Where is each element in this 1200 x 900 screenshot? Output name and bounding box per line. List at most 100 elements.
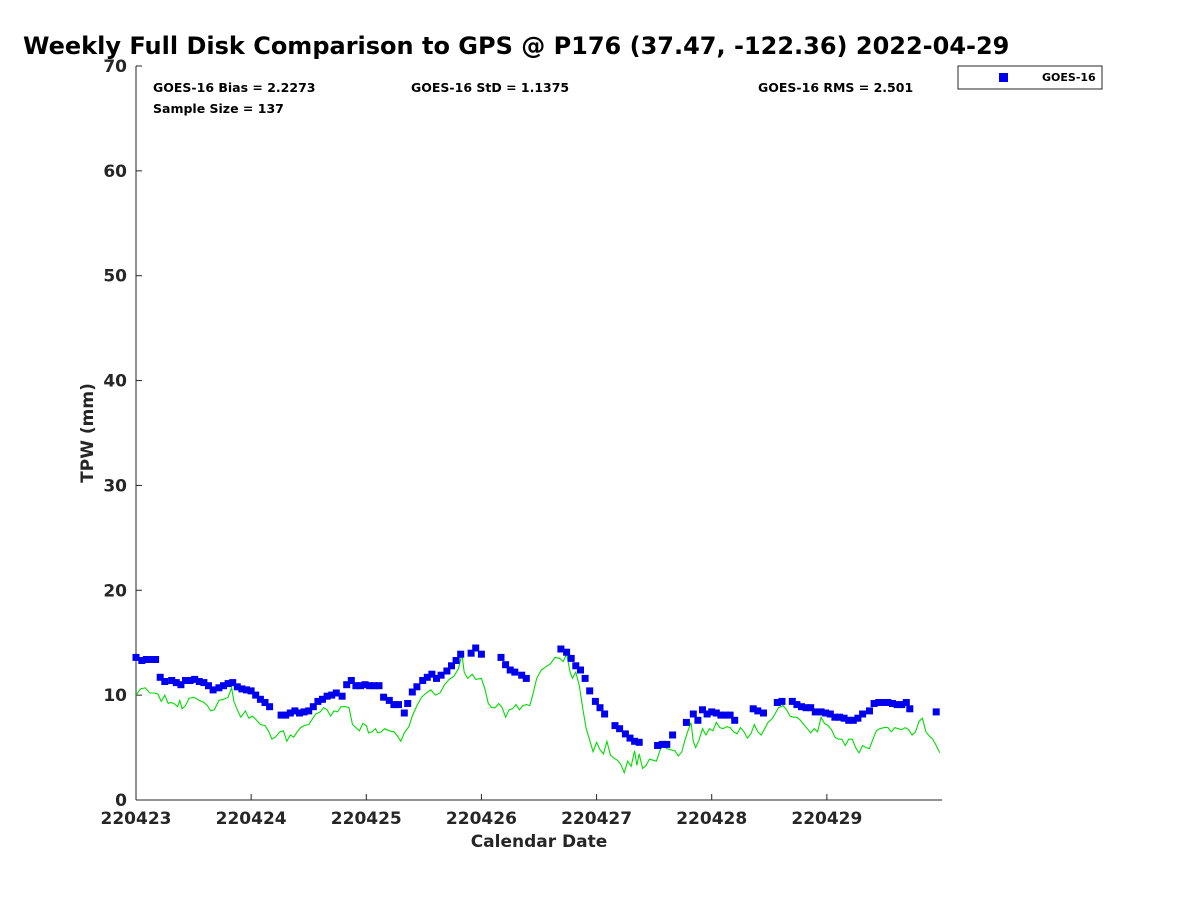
data-point-goes16 xyxy=(866,707,873,715)
data-point-goes16 xyxy=(870,700,878,707)
data-point-goes16 xyxy=(233,683,241,691)
data-point-goes16 xyxy=(731,716,739,724)
data-point-goes16 xyxy=(296,709,303,717)
data-point-goes16 xyxy=(238,685,246,693)
data-point-goes16 xyxy=(557,645,565,653)
data-point-goes16 xyxy=(277,711,285,719)
data-point-goes16 xyxy=(932,708,940,716)
data-point-goes16 xyxy=(822,709,830,717)
data-point-goes16 xyxy=(323,692,331,700)
data-point-goes16 xyxy=(229,679,237,687)
data-point-goes16 xyxy=(452,657,460,664)
data-point-goes16 xyxy=(875,699,883,706)
data-point-goes16 xyxy=(419,677,427,684)
data-point-goes16 xyxy=(220,682,227,690)
series-line-gps xyxy=(135,652,941,775)
legend-label-goes16: GOES-16 xyxy=(1042,71,1096,84)
data-point-goes16 xyxy=(205,682,212,690)
data-point-goes16 xyxy=(305,707,313,715)
data-point-goes16 xyxy=(708,708,716,716)
data-point-goes16 xyxy=(156,673,164,681)
data-point-goes16 xyxy=(352,682,360,690)
data-point-goes16 xyxy=(357,682,364,690)
data-point-goes16 xyxy=(703,710,711,718)
data-point-goes16 xyxy=(286,709,294,717)
data-point-goes16 xyxy=(314,697,322,705)
data-point-goes16 xyxy=(168,677,176,684)
data-point-goes16 xyxy=(712,709,720,717)
data-point-goes16 xyxy=(658,740,666,748)
data-point-goes16 xyxy=(902,699,910,706)
data-point-goes16 xyxy=(328,691,336,699)
data-point-goes16 xyxy=(243,686,250,694)
data-point-goes16 xyxy=(689,710,697,718)
y-tick-label: 60 xyxy=(103,162,127,182)
data-point-goes16 xyxy=(577,666,584,674)
data-point-goes16 xyxy=(893,701,901,709)
y-tick-label: 50 xyxy=(103,267,127,287)
data-point-goes16 xyxy=(338,692,346,700)
data-point-goes16 xyxy=(152,656,160,663)
data-point-goes16 xyxy=(209,686,217,694)
data-point-goes16 xyxy=(889,700,896,707)
data-point-goes16 xyxy=(682,718,690,726)
data-point-goes16 xyxy=(300,708,308,716)
data-point-goes16 xyxy=(694,716,702,724)
data-point-goes16 xyxy=(611,722,619,730)
y-tick-label: 30 xyxy=(103,476,127,496)
data-point-goes16 xyxy=(472,644,480,652)
y-tick-label: 10 xyxy=(103,686,127,706)
data-point-goes16 xyxy=(191,675,199,683)
legend: GOES-16 xyxy=(957,65,1103,90)
data-point-goes16 xyxy=(375,682,383,690)
data-point-goes16 xyxy=(195,678,203,685)
data-point-goes16 xyxy=(621,730,629,738)
data-point-goes16 xyxy=(252,691,260,699)
data-point-goes16 xyxy=(343,681,351,689)
chart-title: Weekly Full Disk Comparison to GPS @ P17… xyxy=(23,32,1009,60)
data-point-goes16 xyxy=(591,697,599,705)
data-point-goes16 xyxy=(366,682,374,690)
data-point-goes16 xyxy=(380,693,388,701)
data-point-goes16 xyxy=(596,704,604,712)
data-point-goes16 xyxy=(319,695,326,703)
legend-marker-goes16 xyxy=(999,73,1008,82)
data-point-goes16 xyxy=(142,656,150,663)
data-point-goes16 xyxy=(567,654,575,662)
data-point-goes16 xyxy=(457,650,465,658)
x-ticks: 220423 220424 220425 220426 220427 220428 2204… xyxy=(101,794,862,829)
data-point-goes16 xyxy=(773,699,781,706)
data-point-goes16 xyxy=(177,681,185,689)
stat-rms: GOES-16 RMS = 2.501 xyxy=(758,80,913,95)
data-point-goes16 xyxy=(433,674,440,682)
data-point-goes16 xyxy=(717,711,725,719)
x-tick-label: 220423 xyxy=(101,809,172,829)
data-point-goes16 xyxy=(215,684,223,692)
data-point-goes16 xyxy=(749,705,757,713)
series-layer xyxy=(132,644,941,775)
data-point-goes16 xyxy=(522,674,530,682)
data-point-goes16 xyxy=(793,701,801,709)
data-point-goes16 xyxy=(200,679,208,687)
data-point-goes16 xyxy=(506,666,514,674)
data-point-goes16 xyxy=(906,705,914,713)
stat-sample-size: Sample Size = 137 xyxy=(153,101,284,116)
data-point-goes16 xyxy=(437,671,445,679)
plot-background xyxy=(136,66,942,800)
data-point-goes16 xyxy=(172,679,180,687)
data-point-goes16 xyxy=(572,662,580,670)
data-point-goes16 xyxy=(616,725,624,733)
data-point-goes16 xyxy=(400,709,408,717)
data-point-goes16 xyxy=(256,695,264,703)
data-point-goes16 xyxy=(699,706,706,714)
data-point-goes16 xyxy=(385,696,393,704)
y-tick-label: 70 xyxy=(103,57,127,77)
data-point-goes16 xyxy=(261,699,269,706)
legend-box xyxy=(957,65,1103,90)
data-point-goes16 xyxy=(147,656,155,663)
data-point-goes16 xyxy=(247,687,255,695)
data-point-goes16 xyxy=(726,711,734,719)
data-point-goes16 xyxy=(669,731,677,739)
data-point-goes16 xyxy=(722,711,729,719)
data-point-goes16 xyxy=(601,710,609,718)
